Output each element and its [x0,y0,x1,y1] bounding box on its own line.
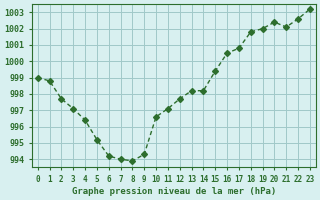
X-axis label: Graphe pression niveau de la mer (hPa): Graphe pression niveau de la mer (hPa) [72,187,276,196]
